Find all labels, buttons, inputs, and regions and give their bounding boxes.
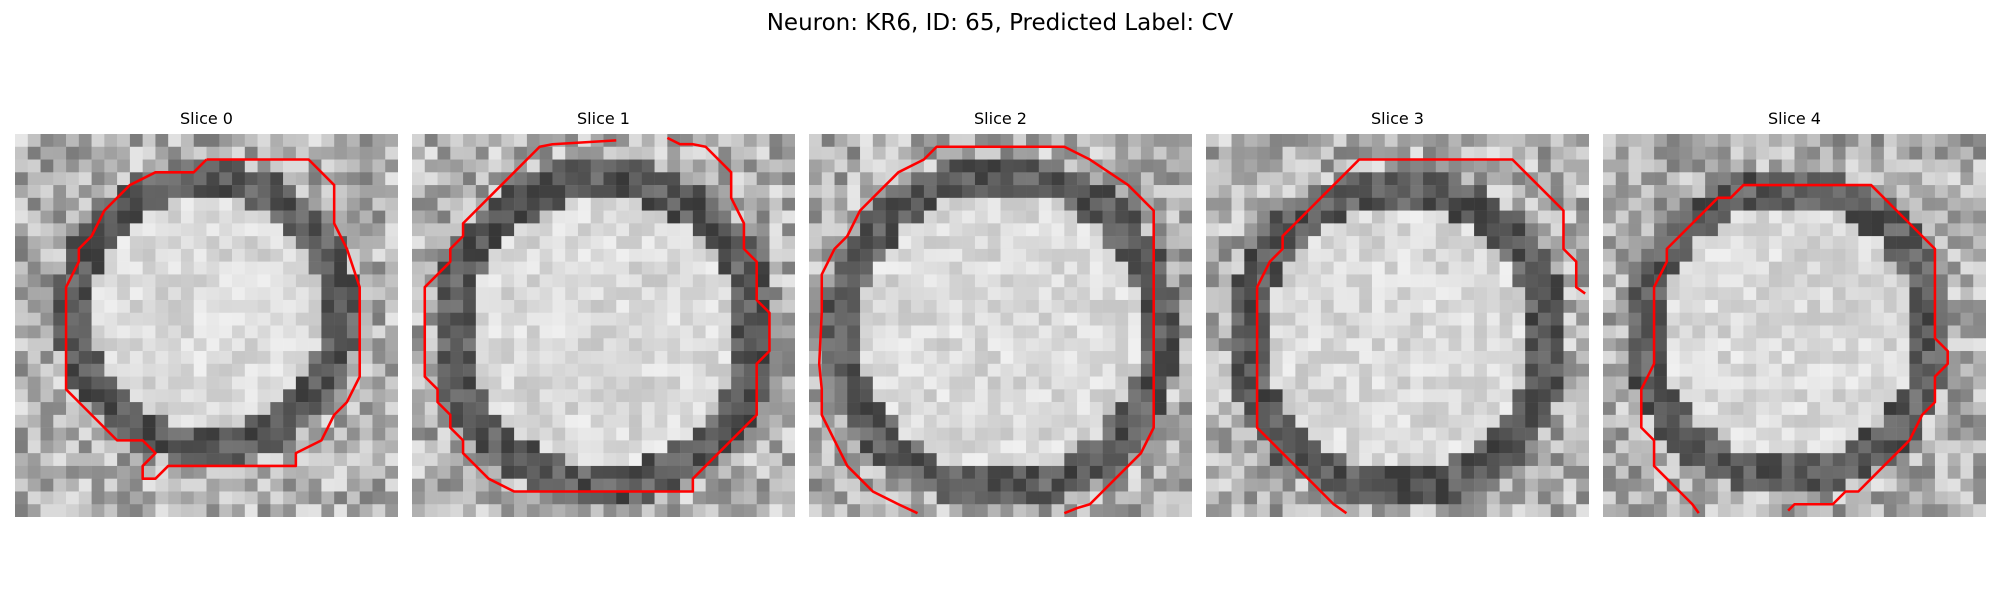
slice-image (809, 134, 1192, 517)
slice-image (1603, 134, 1986, 517)
segmentation-contour (1640, 183, 1949, 514)
pixel-texture (809, 134, 1192, 517)
slice-image (15, 134, 398, 517)
slice-panel-1: Slice 1 (412, 108, 795, 517)
slice-title: Slice 0 (180, 109, 233, 128)
slice-panel-3: Slice 3 (1206, 108, 1589, 517)
pixel-texture (1206, 134, 1589, 517)
slice-title: Slice 2 (974, 109, 1027, 128)
slice-image (412, 134, 795, 517)
slice-title: Slice 1 (577, 109, 630, 128)
figure-title: Neuron: KR6, ID: 65, Predicted Label: CV (766, 10, 1234, 36)
slice-image (1206, 134, 1589, 517)
segmentation-contour (64, 158, 361, 480)
slice-panel-0: Slice 0 (15, 108, 398, 517)
segmentation-contour (423, 136, 771, 493)
segmentation-contour (1255, 158, 1586, 515)
slice-panel-4: Slice 4 (1603, 108, 1986, 517)
pixel-texture (412, 134, 795, 517)
slice-title: Slice 3 (1371, 109, 1424, 128)
segmentation-contour (817, 145, 1155, 515)
pixel-texture (1603, 134, 1986, 517)
slice-title: Slice 4 (1768, 109, 1821, 128)
pixel-texture (15, 134, 398, 517)
slice-panel-2: Slice 2 (809, 108, 1192, 517)
